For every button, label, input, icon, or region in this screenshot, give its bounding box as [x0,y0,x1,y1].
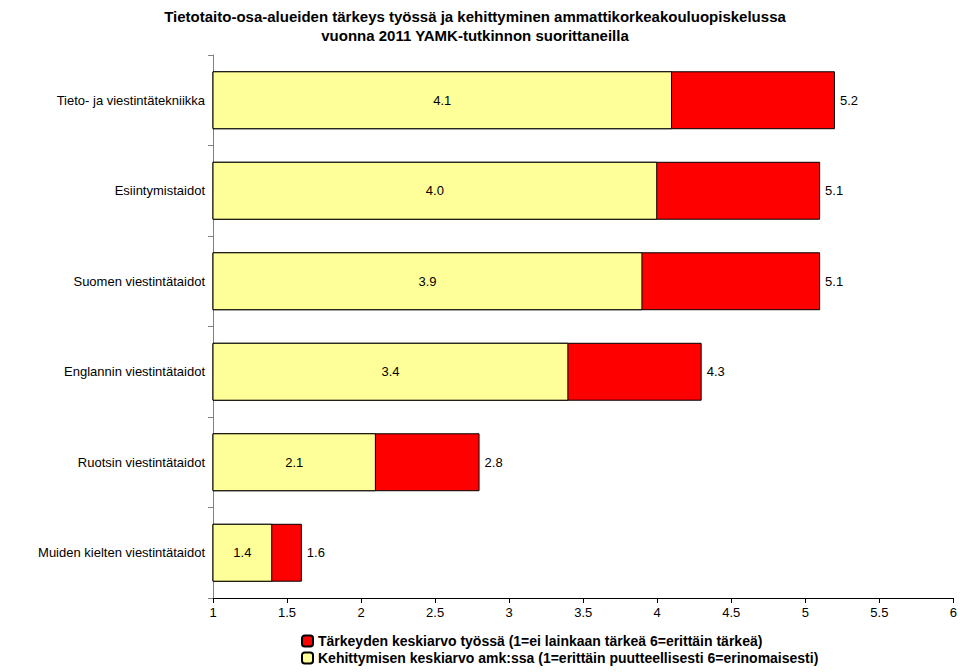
svg-text:5.1: 5.1 [825,274,843,289]
svg-text:1: 1 [209,605,216,620]
svg-text:5: 5 [802,605,809,620]
svg-text:2.8: 2.8 [485,455,503,470]
svg-text:4: 4 [654,605,661,620]
svg-text:Suomen viestintätaidot: Suomen viestintätaidot [73,274,205,289]
svg-text:3.5: 3.5 [574,605,592,620]
svg-text:Muiden kielten viestintätaidot: Muiden kielten viestintätaidot [38,545,205,560]
svg-text:3.9: 3.9 [418,274,436,289]
svg-text:4.0: 4.0 [426,183,444,198]
svg-text:5.5: 5.5 [870,605,888,620]
svg-text:5.1: 5.1 [825,183,843,198]
svg-text:Kehittymisen keskiarvo amk:ssa: Kehittymisen keskiarvo amk:ssa (1=erittä… [318,650,818,666]
svg-text:2.5: 2.5 [426,605,444,620]
svg-text:1.5: 1.5 [278,605,296,620]
svg-text:1.4: 1.4 [233,545,251,560]
svg-text:Tieto- ja viestintätekniikka: Tieto- ja viestintätekniikka [57,93,206,108]
svg-text:5.2: 5.2 [840,93,858,108]
svg-text:2: 2 [357,605,364,620]
svg-text:4.5: 4.5 [722,605,740,620]
svg-text:6: 6 [950,605,957,620]
svg-text:3.4: 3.4 [381,364,399,379]
svg-text:Esiintymistaidot: Esiintymistaidot [115,183,206,198]
svg-text:Tietotaito-osa-alueiden tärkey: Tietotaito-osa-alueiden tärkeys työssä j… [164,8,786,25]
svg-text:4.1: 4.1 [433,93,451,108]
svg-text:Ruotsin viestintätaidot: Ruotsin viestintätaidot [78,455,206,470]
svg-text:3: 3 [506,605,513,620]
svg-text:4.3: 4.3 [707,364,725,379]
svg-text:1.6: 1.6 [307,545,325,560]
svg-text:vuonna 2011 YAMK-tutkinnon suo: vuonna 2011 YAMK-tutkinnon suorittaneill… [321,27,629,44]
svg-text:Tärkeyden keskiarvo työssä (1=: Tärkeyden keskiarvo työssä (1=ei lainkaa… [318,633,762,649]
svg-text:Englannin viestintätaidot: Englannin viestintätaidot [64,364,205,379]
svg-text:2.1: 2.1 [285,455,303,470]
